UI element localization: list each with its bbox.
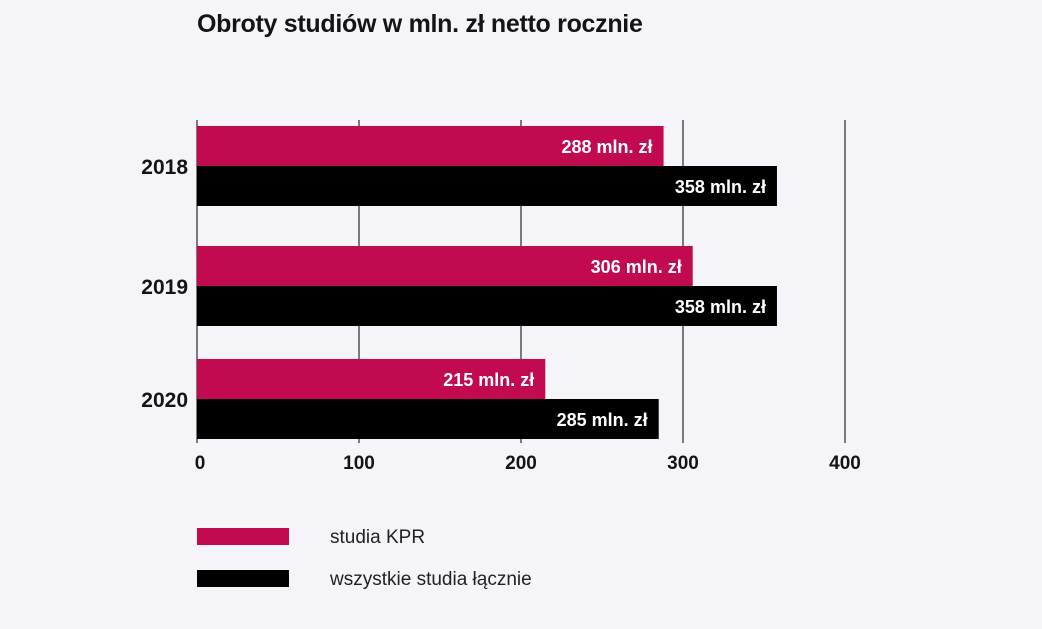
legend-label-total: wszystkie studia łącznie — [329, 569, 532, 590]
x-tick-label-0: 0 — [195, 453, 206, 474]
legend-swatch-total — [197, 570, 289, 587]
bar-total-2020 — [197, 399, 659, 439]
category-label-2018: 2018 — [141, 156, 188, 179]
x-tick-label-300: 300 — [667, 453, 699, 474]
legend-label-kpr: studia KPR — [330, 527, 425, 548]
bar-kpr-2019 — [197, 246, 693, 286]
bar-total-2018 — [197, 166, 777, 206]
legend-swatch-kpr — [197, 528, 289, 545]
category-label-2020: 2020 — [141, 389, 188, 412]
category-label-2019: 2019 — [141, 276, 188, 299]
bar-label-kpr-2020: 215 mln. zł — [443, 370, 534, 390]
chart-title: Obroty studiów w mln. zł netto rocznie — [197, 10, 643, 38]
bar-label-kpr-2018: 288 mln. zł — [562, 137, 653, 157]
x-tick-label-100: 100 — [343, 453, 375, 474]
bar-total-2019 — [197, 286, 777, 326]
x-tick-label-400: 400 — [829, 453, 861, 474]
bar-label-total-2018: 358 mln. zł — [675, 177, 766, 197]
bar-label-total-2020: 285 mln. zł — [557, 410, 648, 430]
bar-label-kpr-2019: 306 mln. zł — [591, 257, 682, 277]
bar-kpr-2018 — [197, 126, 664, 166]
x-tick-label-200: 200 — [505, 453, 537, 474]
bar-kpr-2020 — [197, 359, 546, 399]
bar-label-total-2019: 358 mln. zł — [675, 297, 766, 317]
